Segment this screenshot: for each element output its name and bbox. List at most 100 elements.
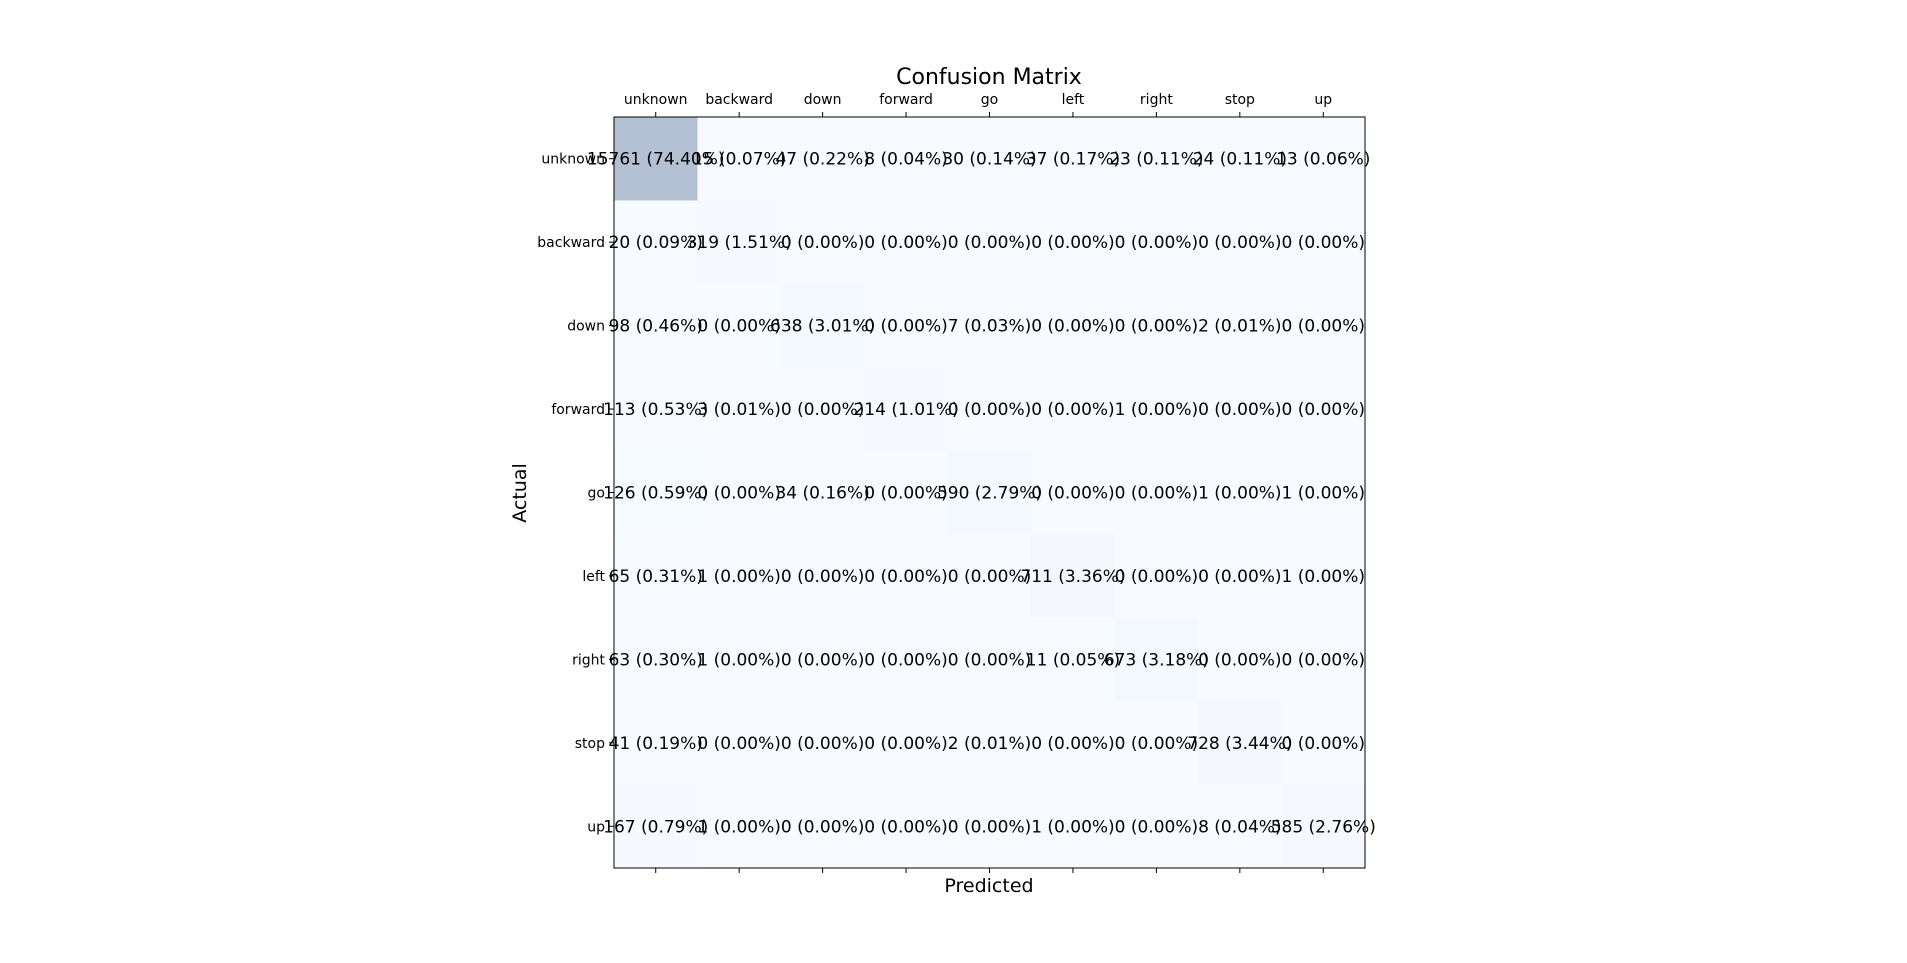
cell-label: 0 (0.00%) [781,650,865,670]
cell-label: 0 (0.00%) [1198,567,1282,587]
cell-label: 0 (0.00%) [781,400,865,420]
heatmap-cell [1031,450,1116,535]
cell-label: 0 (0.00%) [1031,400,1115,420]
heatmap-cell [1281,534,1366,619]
heatmap-cell [614,617,698,702]
cell-label: 0 (0.00%) [864,817,948,837]
heatmap-cell [1031,701,1116,786]
cell-label: 47 (0.22%) [775,150,869,170]
heatmap-cell [1114,701,1199,786]
cell-label: 0 (0.00%) [1031,484,1115,504]
heatmap-cell [697,367,782,452]
heatmap-cell [947,367,1032,452]
cell-label: 2 (0.01%) [1198,317,1282,337]
heatmap-cell [614,450,698,535]
cell-label: 1 (0.00%) [697,817,781,837]
heatmap-cell [614,784,698,869]
cell-label: 0 (0.00%) [1198,233,1282,253]
x-tick-label: unknown [624,92,688,108]
heatmap-cell [1114,367,1199,452]
heatmap-cell [1198,117,1283,201]
heatmap-cell [947,701,1032,786]
cell-label: 30 (0.14%) [942,150,1036,170]
y-axis-label: Actual [509,463,531,523]
heatmap-cell [697,283,782,368]
cell-label: 0 (0.00%) [864,734,948,754]
cell-label: 24 (0.11%) [1193,150,1287,170]
heatmap-cell [1281,617,1366,702]
heatmap-cell [1198,617,1283,702]
heatmap-cell [697,534,782,619]
cell-label: 0 (0.00%) [1031,734,1115,754]
cell-label: 113 (0.53%) [603,400,708,420]
cell-label: 7 (0.03%) [948,317,1032,337]
x-tick-label: down [804,92,842,108]
cell-label: 728 (3.44%) [1187,734,1292,754]
heatmap-cell [1031,534,1116,619]
y-tick-label: down [567,319,605,335]
cell-label: 0 (0.00%) [864,317,948,337]
heatmap-cell [780,450,865,535]
heatmap-cell [1031,200,1116,285]
cell-label: 65 (0.31%) [609,567,703,587]
heatmap-cell [947,283,1032,368]
heatmap-cell [864,283,949,368]
heatmap-cell [1281,784,1366,869]
heatmap-cell [614,200,698,285]
cell-label: 0 (0.00%) [781,567,865,587]
cell-label: 13 (0.06%) [1276,150,1370,170]
heatmap-cell [614,117,698,201]
cell-label: 0 (0.00%) [1282,650,1366,670]
y-tick-label: backward [537,235,605,251]
cell-label: 0 (0.00%) [948,400,1032,420]
heatmap-cell [864,784,949,869]
y-tick-label: left [582,569,605,585]
cell-label: 15 (0.07%) [692,150,786,170]
cell-label: 0 (0.00%) [864,567,948,587]
cell-label: 3 (0.01%) [697,400,781,420]
heatmap-cell [1281,283,1366,368]
heatmap-cell [780,117,865,201]
x-tick-label: go [981,92,998,108]
cell-label: 1 (0.00%) [1198,484,1282,504]
heatmap-cell [697,784,782,869]
heatmap-cell [1281,200,1366,285]
cell-label: 8 (0.04%) [1198,817,1282,837]
cell-label: 0 (0.00%) [1115,567,1199,587]
heatmap-cell [697,200,782,285]
heatmap-cell [780,283,865,368]
heatmap-cell [780,367,865,452]
x-tick-label: left [1062,92,1085,108]
cell-label: 167 (0.79%) [603,817,708,837]
heatmap-cell [864,617,949,702]
cell-label: 0 (0.00%) [1115,233,1199,253]
heatmap-cell [1198,200,1283,285]
heatmap-cell [1114,200,1199,285]
cell-label: 0 (0.00%) [1282,317,1366,337]
heatmap-cell [1031,117,1116,201]
cell-label: 711 (3.36%) [1020,567,1125,587]
heatmap-cell [697,450,782,535]
heatmap-cell [614,534,698,619]
cell-label: 1 (0.00%) [697,567,781,587]
x-tick-label: right [1140,92,1173,108]
cell-label: 0 (0.00%) [781,734,865,754]
cell-label: 319 (1.51%) [687,233,792,253]
heatmap-cell [614,367,698,452]
heatmap-cell [947,784,1032,869]
cell-label: 590 (2.79%) [937,484,1042,504]
heatmap-cell [1198,367,1283,452]
cell-label: 8 (0.04%) [864,150,948,170]
heatmap-cell [1198,784,1283,869]
cell-label: 1 (0.00%) [1031,817,1115,837]
x-tick-label: forward [879,92,933,108]
heatmap-cell [1114,784,1199,869]
cell-label: 126 (0.59%) [603,484,708,504]
heatmap-cell [1198,450,1283,535]
heatmap-cell [1031,617,1116,702]
cell-label: 0 (0.00%) [864,484,948,504]
cell-label: 0 (0.00%) [781,817,865,837]
heatmap-cell [1114,450,1199,535]
x-ticks: unknown backward down forward go left right sto… [624,92,1332,873]
